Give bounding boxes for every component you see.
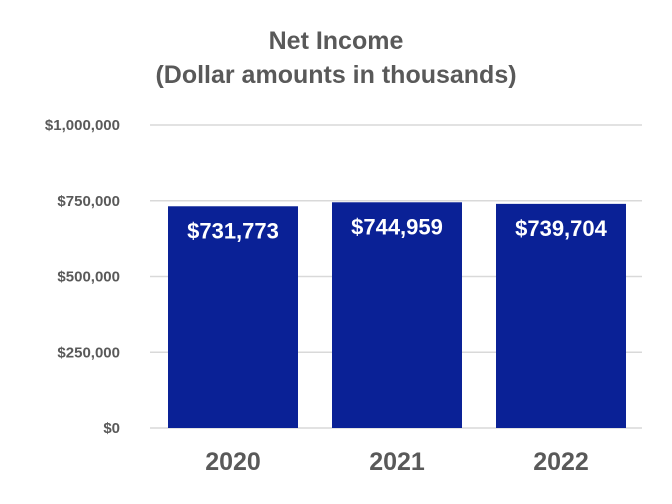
x-tick-label: 2021 [369,448,425,476]
y-tick-label: $250,000 [57,344,120,361]
x-tick-label: 2020 [205,448,261,476]
chart-subtitle: (Dollar amounts in thousands) [155,61,517,89]
data-label: $731,773 [187,218,279,243]
y-tick-label: $750,000 [57,193,120,210]
chart-title-block: Net Income (Dollar amounts in thousands) [0,24,672,92]
y-tick-label: $500,000 [57,269,120,286]
chart-title: Net Income [268,27,404,55]
y-tick-label: $1,000,000 [45,117,120,134]
x-tick-label: 2022 [533,448,589,476]
bar-2021 [332,202,462,428]
bar-2022 [496,203,626,428]
bar-2020 [168,206,298,428]
data-label: $744,959 [351,214,443,239]
y-tick-label: $0 [103,420,120,437]
data-label: $739,704 [515,216,608,241]
